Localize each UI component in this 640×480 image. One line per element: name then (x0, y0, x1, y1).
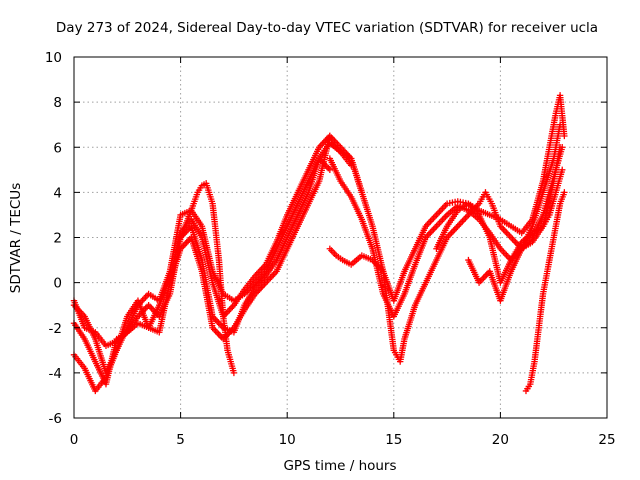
x-tick-label: 0 (70, 432, 79, 448)
data-series (70, 92, 568, 395)
series-track-11 (522, 189, 568, 395)
data-point (230, 369, 238, 377)
y-tick-label: 6 (53, 140, 62, 156)
data-point (561, 132, 568, 140)
y-tick-label: -6 (49, 411, 62, 427)
series-track-10 (465, 144, 566, 304)
y-tick-label: -4 (49, 366, 62, 382)
series-track-4 (70, 132, 334, 349)
y-axis-label: SDTVAR / TECUs (8, 183, 24, 293)
series-track-7 (326, 121, 564, 320)
y-tick-label: 10 (45, 50, 62, 66)
y-tick-label: 4 (53, 185, 62, 201)
y-tick-label: 2 (53, 231, 62, 247)
x-tick-label: 5 (176, 432, 185, 448)
data-point (561, 189, 568, 196)
chart-title: Day 273 of 2024, Sidereal Day-to-day VTE… (56, 20, 598, 36)
x-tick-label: 25 (598, 432, 615, 448)
series-track-8 (326, 144, 564, 365)
series-track-3 (70, 132, 366, 395)
series-track-5 (177, 180, 238, 377)
x-axis-tick-labels: 0 5 10 15 20 25 (70, 432, 616, 448)
data-point (559, 144, 566, 151)
x-tick-label: 15 (385, 432, 402, 448)
y-tick-label: 8 (53, 95, 62, 111)
y-tick-label: 0 (53, 276, 62, 292)
data-point (326, 166, 334, 174)
series-track-6 (326, 92, 568, 304)
data-point (556, 121, 564, 128)
y-axis-tick-labels: -6 -4 -2 0 2 4 6 8 10 (45, 50, 62, 427)
data-point (326, 132, 334, 140)
x-axis-label: GPS time / hours (283, 458, 396, 474)
x-tick-label: 10 (279, 432, 296, 448)
axis-ticks (73, 56, 608, 419)
x-tick-label: 20 (492, 432, 509, 448)
data-point (559, 166, 566, 174)
y-tick-label: -2 (49, 321, 62, 337)
